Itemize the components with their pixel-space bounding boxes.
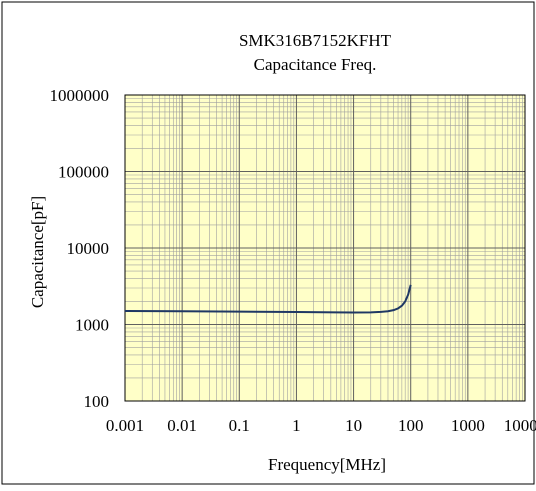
y-tick-label: 1000: [75, 316, 109, 335]
plot-border: [124, 94, 526, 402]
x-tick-label: 0.001: [106, 416, 144, 435]
x-tick-label: 1: [292, 416, 301, 435]
x-axis-label: Frequency[MHz]: [268, 455, 386, 474]
x-tick-label: 100: [398, 416, 424, 435]
series-line: [124, 284, 412, 314]
x-tick-label: 0.01: [167, 416, 197, 435]
chart-title: SMK316B7152KFHT: [239, 31, 392, 50]
x-tick-label: 10000: [504, 416, 536, 435]
x-tick-label: 0.1: [229, 416, 250, 435]
x-tick-label: 10: [345, 416, 362, 435]
y-axis-label: Capacitance[pF]: [28, 196, 47, 308]
x-tick-labels: 0.001 0.01 0.1 1 10 100 1000 10000: [106, 416, 536, 435]
y-tick-label: 100: [84, 392, 110, 411]
series-layer: [124, 284, 412, 314]
y-tick-labels: 100 1000 10000 100000 1000000: [50, 86, 110, 411]
y-tick-label: 1000000: [50, 86, 110, 105]
grid-major: [125, 95, 525, 401]
y-tick-label: 100000: [58, 163, 109, 182]
y-tick-label: 10000: [67, 239, 110, 258]
x-tick-label: 1000: [451, 416, 485, 435]
chart-subtitle: Capacitance Freq.: [254, 55, 377, 74]
